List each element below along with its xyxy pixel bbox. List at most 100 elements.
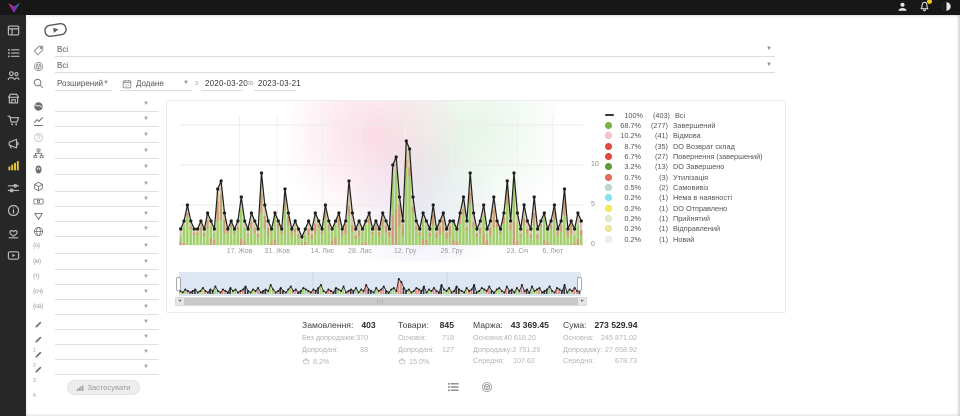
sidebar-item-store[interactable] <box>7 92 20 105</box>
stat-sub-value: 2 751.25 <box>512 345 540 357</box>
status-filter-select[interactable]: Всі ▼ <box>55 43 775 57</box>
legend-count: (41) <box>641 131 668 140</box>
sidebar-item-video[interactable] <box>7 249 20 262</box>
date-to-input[interactable]: 2023-03-21 <box>254 77 296 91</box>
stat-sub-label: Основна: <box>563 333 594 345</box>
param-select-18[interactable]: ▼ <box>55 361 159 375</box>
stat-title: Маржа: <box>473 320 503 333</box>
chevron-down-icon: ▼ <box>143 101 149 107</box>
x-tick: 14. Лис <box>300 248 344 255</box>
stat-sub-value: 245 871.02 <box>601 333 637 345</box>
legend-item-10[interactable]: 0.2%(1)DO Отправлено <box>605 203 783 213</box>
sidebar-item-info[interactable] <box>7 204 20 217</box>
stat-upsell-rate: 15.0% <box>398 356 454 367</box>
legend-count: (35) <box>641 142 668 151</box>
navigator-left-handle[interactable] <box>176 277 181 291</box>
analytics-dashboard: Всі ▼ Всі ▼ Розширений ▼ 17 Додане ▼ з 2… <box>0 0 960 416</box>
param-select-1[interactable]: ▼ <box>55 98 159 112</box>
param-select-4[interactable]: ▼ <box>55 145 159 159</box>
sidebar-item-partnership[interactable] <box>7 227 20 240</box>
param-select-2[interactable]: ▼ <box>55 113 159 127</box>
chart-navigator[interactable] <box>179 272 581 296</box>
sidebar-item-stats[interactable] <box>7 159 20 172</box>
orders-chart <box>179 109 583 249</box>
date-from-input[interactable]: 2020-03-20 <box>201 77 243 91</box>
x-tick: 26. Гру <box>430 248 474 255</box>
legend-item-9[interactable]: 0.2%(1)Нема в наявності <box>605 193 783 203</box>
param-select-14[interactable]: ▼ <box>55 301 159 315</box>
scroll-right-icon[interactable]: ▸ <box>581 298 584 305</box>
search-icon[interactable] <box>33 78 44 89</box>
sidebar-item-orders[interactable] <box>7 47 20 60</box>
param-select-10[interactable]: ▼ <box>55 240 159 254</box>
legend-pct: 3.2% <box>612 162 641 171</box>
legend-item-2[interactable]: 68.7%(277)Завершений <box>605 120 783 130</box>
token-icon: {м} <box>33 258 41 265</box>
chevron-down-icon: ▼ <box>143 243 149 249</box>
param-select-7[interactable]: ▼ <box>55 193 159 207</box>
legend-label: Завершений <box>673 121 715 130</box>
legend-item-6[interactable]: 3.2%(13)DO Завершено <box>605 162 783 172</box>
param-select-5[interactable]: ▼ <box>55 161 159 175</box>
param-select-9[interactable]: ▼ <box>55 223 159 237</box>
legend-swatch <box>605 163 612 170</box>
legend-pct: 6.7% <box>612 152 641 161</box>
user-icon[interactable] <box>897 1 908 12</box>
stat-value: 273 529.94 <box>594 320 637 333</box>
status-filter-value: Всі <box>57 45 68 54</box>
param-select-16[interactable]: ▼ <box>55 331 159 345</box>
legend-item-3[interactable]: 10.2%(41)Відмова <box>605 131 783 141</box>
legend-swatch <box>605 184 612 191</box>
search-mode-value: Розширений <box>57 79 103 88</box>
scroll-left-icon[interactable]: ◂ <box>178 298 181 305</box>
legend-item-8[interactable]: 0.5%(2)Самовивіз <box>605 182 783 192</box>
stat-sub-value: 107.62 <box>513 356 535 368</box>
legend-label: Відправлений <box>673 224 720 233</box>
legend-count: (13) <box>641 162 668 171</box>
sidebar-item-cart[interactable] <box>7 114 20 127</box>
sidebar-item-dashboard[interactable] <box>7 24 20 37</box>
stat-title: Сума: <box>563 320 586 333</box>
chart-scrollbar[interactable]: ◂ ||| ▸ <box>175 297 587 306</box>
date-field-select[interactable]: 17 Додане ▼ <box>120 77 192 91</box>
chevron-down-icon: ▼ <box>143 349 149 355</box>
product-view-icon[interactable] <box>481 380 493 392</box>
legend-label: Новий <box>673 235 694 244</box>
theme-moon-icon[interactable] <box>941 1 952 12</box>
legend-item-13[interactable]: 0.2%(1)Новий <box>605 234 783 244</box>
param-select-17[interactable]: ▼ <box>55 346 159 360</box>
legend-item-4[interactable]: 8.7%(35)DO Возврат склад <box>605 141 783 151</box>
stat-sub-label: Допродажу: <box>563 345 602 357</box>
sidebar-item-users[interactable] <box>7 69 20 82</box>
list-view-icon[interactable] <box>447 380 459 392</box>
legend-item-5[interactable]: 6.7%(27)Повернення (завершений) <box>605 151 783 161</box>
param-select-11[interactable]: ▼ <box>55 256 159 270</box>
stat-title: Товари: <box>398 320 429 333</box>
param-select-8[interactable]: ▼ <box>55 208 159 222</box>
help-icon <box>33 130 44 141</box>
param-select-13[interactable]: ▼ <box>55 286 159 300</box>
pencil-icon: 2 <box>33 332 44 343</box>
navigator-right-handle[interactable] <box>577 277 582 291</box>
stat-column-3: Маржа:43 369.45Основна:40 618.20Допродаж… <box>473 320 535 368</box>
stat-sub-label: Допродані: <box>398 345 434 357</box>
param-select-6[interactable]: ▼ <box>55 178 159 192</box>
scrollbar-thumb[interactable]: ||| <box>184 298 578 305</box>
bell-icon[interactable] <box>919 1 930 12</box>
legend-item-11[interactable]: 0.2%(1)Прийнятий <box>605 213 783 223</box>
stat-value: 403 <box>361 320 375 333</box>
legend-pct: 68.7% <box>612 121 641 130</box>
product-filter-select[interactable]: Всі ▼ <box>55 59 775 73</box>
legend-item-7[interactable]: 0.7%(3)Утилізація <box>605 172 783 182</box>
param-select-15[interactable]: ▼ <box>55 316 159 330</box>
sidebar-item-sliders[interactable] <box>7 182 20 195</box>
search-mode-select[interactable]: Розширений ▼ <box>55 77 112 91</box>
chevron-down-icon: ▼ <box>143 334 149 340</box>
sidebar-item-megaphone[interactable] <box>7 137 20 150</box>
param-select-3[interactable]: ▼ <box>55 129 159 143</box>
param-select-12[interactable]: ▼ <box>55 271 159 285</box>
apply-button[interactable]: Застосувати <box>67 380 140 395</box>
legend-swatch <box>605 205 612 212</box>
legend-item-12[interactable]: 0.2%(1)Відправлений <box>605 224 783 234</box>
legend-item-1[interactable]: 100%(403)Всі <box>605 110 783 120</box>
